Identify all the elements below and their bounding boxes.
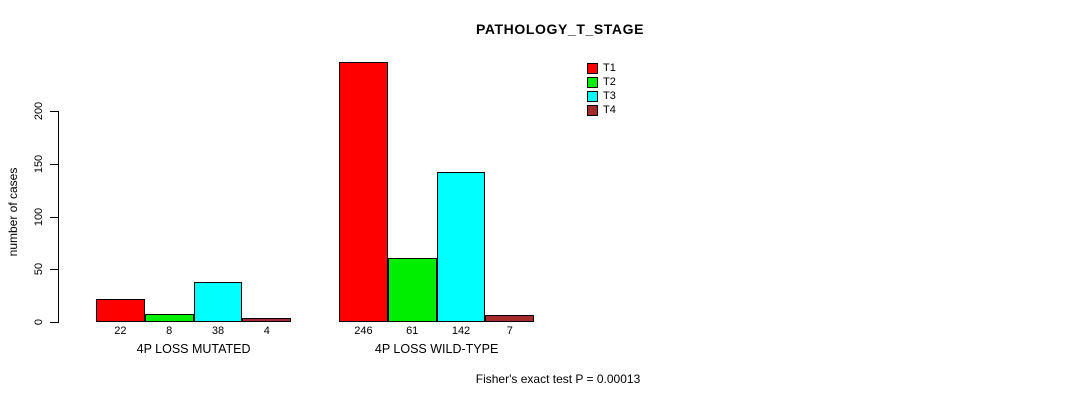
y-tick-mark [50, 269, 58, 271]
legend-item-t4: T4 [587, 104, 616, 116]
bar-t4-mutated [242, 318, 292, 322]
bar-t3-mutated [193, 282, 243, 322]
y-tick-label: 100 [33, 207, 45, 226]
bar-value-label: 22 [114, 325, 127, 337]
legend-label: T2 [603, 76, 616, 88]
bar-t2-mutated [144, 314, 194, 322]
bar-value-label: 142 [451, 325, 471, 337]
chart-title: PATHOLOGY_T_STAGE [475, 21, 645, 37]
bar-value-label: 38 [211, 325, 225, 337]
legend-label: T4 [603, 104, 616, 116]
y-tick-label: 50 [33, 263, 45, 276]
legend-swatch-icon [587, 90, 598, 102]
bar-t3-wild-type [436, 172, 486, 322]
y-tick-mark [50, 216, 58, 218]
bar-t1-wild-type [339, 62, 388, 322]
footnote: Fisher's exact test P = 0.00013 [475, 372, 641, 386]
legend-label: T1 [603, 62, 616, 74]
y-axis-label: number of cases [6, 167, 20, 257]
y-axis-line [58, 111, 59, 323]
legend-item-t3: T3 [587, 90, 616, 102]
group-label: 4P LOSS MUTATED [136, 342, 251, 356]
bar-t2-wild-type [387, 258, 437, 322]
y-tick-label: 150 [33, 154, 45, 173]
legend-swatch-icon [587, 76, 598, 88]
y-tick-label: 0 [33, 318, 45, 326]
bar-t1-mutated [96, 299, 145, 322]
y-tick-mark [50, 163, 58, 165]
legend-swatch-icon [587, 104, 598, 116]
bar-value-label: 8 [166, 325, 173, 337]
y-tick-mark [50, 322, 58, 323]
legend-label: T3 [603, 90, 616, 102]
bar-t4-wild-type [485, 315, 535, 322]
bar-value-label: 61 [406, 325, 419, 337]
legend: T1 T2 T3 T4 [587, 62, 616, 116]
y-tick-label: 200 [33, 101, 45, 121]
group-label: 4P LOSS WILD-TYPE [374, 342, 499, 356]
bar-value-label: 4 [263, 325, 270, 337]
legend-item-t1: T1 [587, 62, 616, 74]
legend-item-t2: T2 [587, 76, 616, 88]
legend-swatch-icon [587, 62, 598, 74]
y-tick-mark [50, 111, 58, 112]
bar-value-label: 246 [354, 325, 373, 337]
bar-value-label: 7 [506, 325, 513, 337]
